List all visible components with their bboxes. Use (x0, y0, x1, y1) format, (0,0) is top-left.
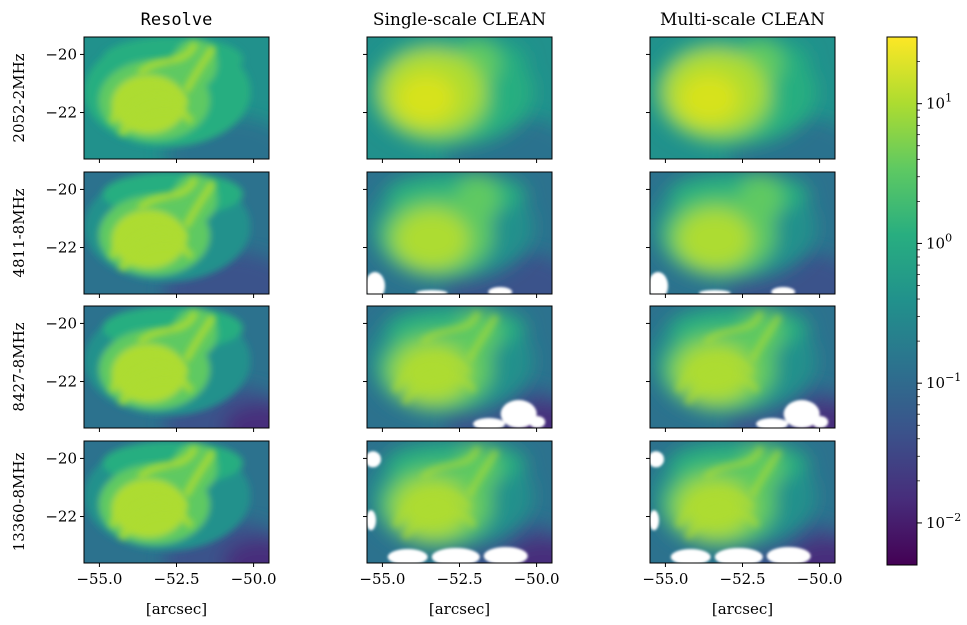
y-tick-label: −20 (45, 314, 77, 332)
x-tick-label: −55.0 (76, 570, 122, 588)
x-tick-label: −50.0 (514, 570, 560, 588)
y-tick-label: −22 (45, 239, 77, 257)
x-tick-label: −55.0 (642, 570, 688, 588)
y-tick-label: −22 (45, 104, 77, 122)
panel-grid (84, 37, 863, 594)
panel-r2-c1 (84, 172, 293, 325)
column-title: Multi-scale CLEAN (660, 10, 825, 30)
y-tick-label: −20 (45, 449, 77, 467)
column-title: Single-scale CLEAN (373, 10, 546, 30)
colorbar-gradient (887, 37, 917, 565)
x-axis-label: [arcsec] (712, 600, 773, 618)
x-tick-label: −55.0 (359, 570, 405, 588)
row-label: 2052-2MHz (10, 53, 28, 142)
row-label: 4811-8MHz (10, 188, 28, 277)
colorbar-tick-label: 101 (926, 92, 952, 113)
panel-r1-c3 (650, 37, 859, 190)
panel-r1-c2 (367, 37, 576, 190)
colorbar-tick-label: 10−2 (926, 511, 961, 532)
y-tick-label: −20 (45, 45, 77, 63)
panel-r3-c2 (367, 306, 580, 459)
panel-r3-c1 (84, 306, 297, 459)
panel-r3-c3 (650, 306, 863, 459)
panel-r1-c1 (84, 37, 293, 190)
x-tick-label: −52.5 (154, 570, 200, 588)
panel-r2-c3 (648, 172, 859, 325)
colorbar-tick-label: 10−1 (926, 371, 961, 392)
x-tick-label: −50.0 (231, 570, 277, 588)
y-tick-label: −22 (45, 508, 77, 526)
colorbar: 101 100 10−1 10−2 (887, 37, 961, 565)
colorbar-tick-label: 100 (926, 231, 952, 252)
row-label: 8427-8MHz (10, 322, 28, 411)
x-tick-label: −52.5 (437, 570, 483, 588)
x-axis-label: [arcsec] (146, 600, 207, 618)
x-tick-label: −50.0 (797, 570, 843, 588)
x-tick-label: −52.5 (720, 570, 766, 588)
row-label: 13360-8MHz (10, 453, 28, 552)
y-tick-label: −20 (45, 180, 77, 198)
panel-r2-c2 (365, 172, 576, 325)
y-tick-label: −22 (45, 373, 77, 391)
column-title: Resolve (141, 10, 213, 30)
x-axis-label: [arcsec] (429, 600, 490, 618)
